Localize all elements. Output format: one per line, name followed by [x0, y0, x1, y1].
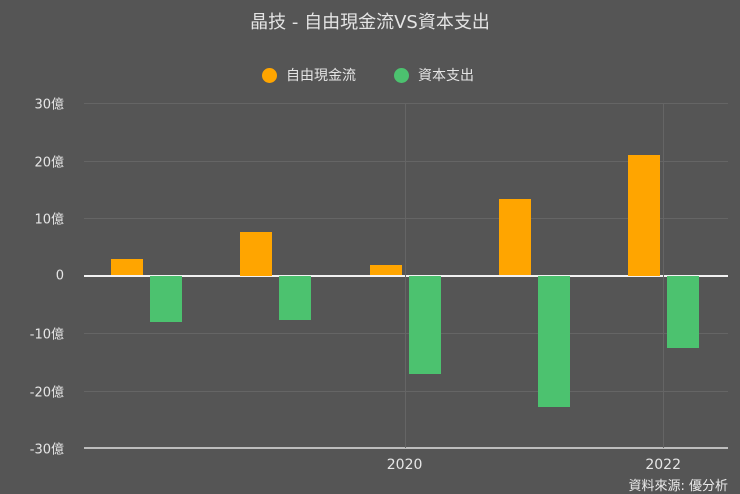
vertical-gridline	[405, 103, 406, 448]
vertical-gridline	[663, 103, 664, 448]
bar-capex[interactable]	[150, 275, 182, 322]
legend-label: 資本支出	[418, 68, 474, 84]
bar-free-cash-flow[interactable]	[498, 199, 531, 276]
bar-free-cash-flow[interactable]	[240, 232, 273, 276]
legend-item-free-cash-flow[interactable]: 自由現金流	[262, 65, 356, 85]
y-tick-label: 10億	[34, 212, 64, 228]
horizontal-gridline	[84, 160, 728, 162]
x-axis-line	[84, 447, 728, 449]
y-tick-label: -30億	[29, 442, 64, 458]
horizontal-gridline	[84, 218, 728, 219]
chart-legend: 自由現金流 資本支出	[0, 65, 740, 85]
y-tick-label: 20億	[34, 155, 64, 170]
y-tick-label: -10億	[29, 327, 64, 343]
chart-title: 晶技 - 自由現金流VS資本支出	[250, 12, 490, 33]
horizontal-gridline	[84, 390, 728, 392]
legend-item-capex[interactable]: 資本支出	[394, 65, 474, 85]
bar-free-cash-flow[interactable]	[111, 259, 143, 276]
bar-capex[interactable]	[279, 275, 312, 321]
zero-baseline	[84, 274, 728, 277]
x-tick-label: 2020	[386, 457, 423, 473]
legend-label: 自由現金流	[286, 68, 356, 84]
source-note: 資料來源: 優分析	[628, 479, 728, 494]
horizontal-gridline	[84, 333, 728, 334]
bar-capex[interactable]	[537, 275, 570, 408]
y-tick-label: 30億	[34, 97, 64, 113]
bar-free-cash-flow[interactable]	[369, 265, 402, 276]
legend-dot-icon	[262, 67, 277, 83]
x-tick-label: 2022	[645, 457, 682, 473]
y-tick-label: -20億	[29, 385, 64, 400]
legend-dot-icon	[394, 67, 409, 83]
bar-free-cash-flow[interactable]	[628, 154, 661, 276]
bar-capex[interactable]	[667, 275, 700, 348]
horizontal-gridline	[84, 103, 728, 104]
bar-capex[interactable]	[408, 275, 441, 374]
y-tick-label: 0	[55, 268, 64, 283]
